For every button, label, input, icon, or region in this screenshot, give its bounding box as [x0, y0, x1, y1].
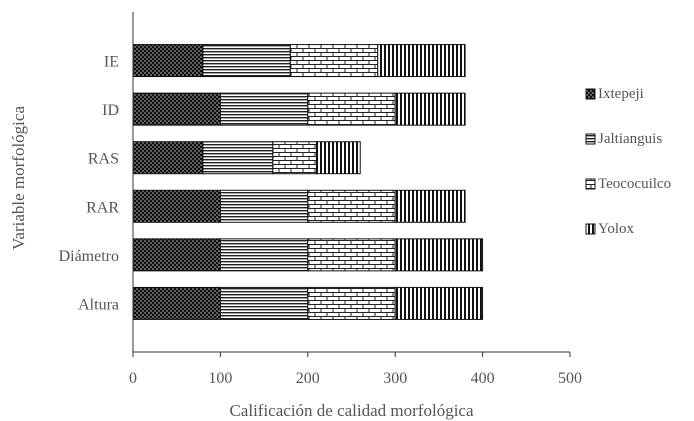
x-tick-label-200: 200: [296, 370, 320, 387]
bars-layer: [133, 45, 483, 320]
legend-label-teococuilco: Teococuilco: [598, 176, 671, 192]
bar-ras-jaltianguis: [203, 142, 273, 174]
bar-diametro-teococuilco: [308, 239, 395, 271]
y-tick-label-id: ID: [102, 102, 119, 119]
bar-ras-teococuilco: [273, 142, 317, 174]
legend-label-jaltianguis: Jaltianguis: [598, 131, 662, 147]
bar-diametro-ixtepeji: [133, 239, 220, 271]
x-tick-label-500: 500: [558, 370, 582, 387]
bar-ie-teococuilco: [290, 45, 377, 77]
bar-ras-ixtepeji: [133, 142, 203, 174]
legend-label-ixtepeji: Ixtepeji: [598, 86, 644, 102]
y-tick-label-diametro: Diámetro: [59, 248, 119, 265]
legend-swatch-yolox: [586, 224, 595, 234]
bar-rar-jaltianguis: [220, 190, 307, 222]
bar-id-teococuilco: [308, 93, 395, 125]
bar-ie-jaltianguis: [203, 45, 290, 77]
y-axis-title: Variable morfológica: [9, 106, 28, 250]
bar-diametro-jaltianguis: [220, 239, 307, 271]
x-tick-label-100: 100: [208, 370, 232, 387]
legend-swatch-teococuilco: [586, 179, 595, 189]
bar-ie-yolox: [378, 45, 465, 77]
bar-id-yolox: [395, 93, 465, 125]
legend-item-teococuilco: Teococuilco: [586, 176, 671, 192]
legend-label-yolox: Yolox: [598, 221, 634, 237]
bar-rar-teococuilco: [308, 190, 395, 222]
legend-item-yolox: Yolox: [586, 221, 634, 237]
y-tick-label-altura: Altura: [78, 296, 119, 313]
legend-swatch-jaltianguis: [586, 134, 595, 144]
x-tick-label-0: 0: [129, 370, 137, 387]
bar-altura-teococuilco: [308, 287, 395, 319]
legend-swatch-ixtepeji: [586, 89, 595, 99]
legend-item-jaltianguis: Jaltianguis: [586, 131, 662, 147]
bar-id-ixtepeji: [133, 93, 220, 125]
x-axis-title: Calificación de calidad morfológica: [229, 401, 473, 420]
y-tick-label-rar: RAR: [86, 199, 119, 216]
bar-altura-ixtepeji: [133, 287, 220, 319]
y-tick-label-ie: IE: [104, 54, 119, 71]
legend-item-ixtepeji: Ixtepeji: [586, 86, 644, 102]
y-tick-label-ras: RAS: [88, 151, 119, 168]
bar-altura-yolox: [395, 287, 482, 319]
bar-rar-yolox: [395, 190, 465, 222]
legend: Ixtepeji Jaltianguis Teococuilco Yolox: [586, 86, 671, 237]
bar-diametro-yolox: [395, 239, 482, 271]
x-tick-label-300: 300: [383, 370, 407, 387]
bar-ie-ixtepeji: [133, 45, 203, 77]
bar-altura-jaltianguis: [220, 287, 307, 319]
bar-rar-ixtepeji: [133, 190, 220, 222]
bar-ras-yolox: [317, 142, 361, 174]
x-tick-label-400: 400: [471, 370, 495, 387]
bar-id-jaltianguis: [220, 93, 307, 125]
